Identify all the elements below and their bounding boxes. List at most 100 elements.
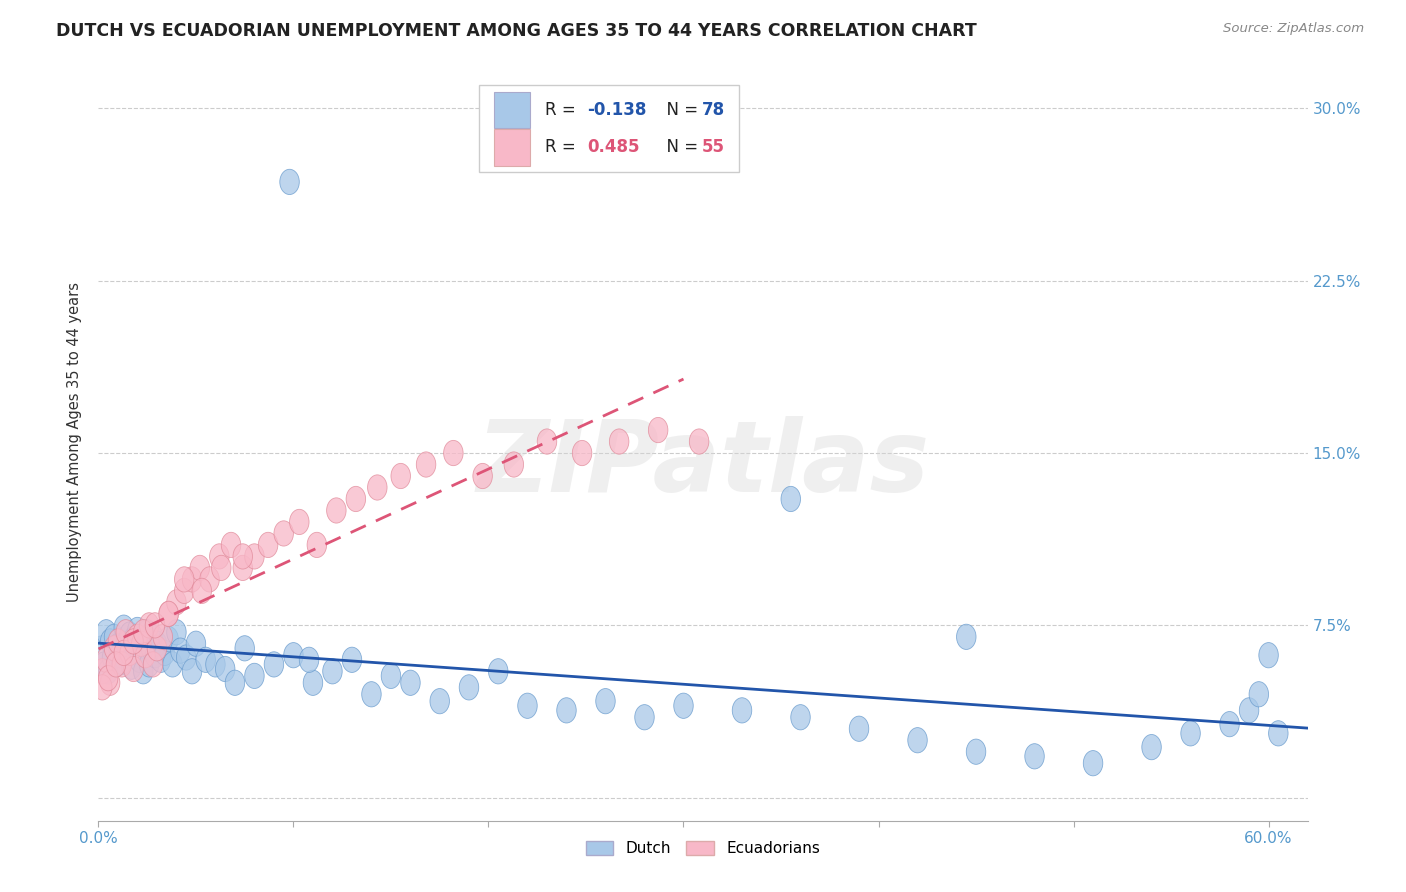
Ellipse shape <box>221 533 240 558</box>
Ellipse shape <box>97 648 115 673</box>
Ellipse shape <box>1142 734 1161 760</box>
Ellipse shape <box>142 636 160 661</box>
Ellipse shape <box>128 617 148 642</box>
Ellipse shape <box>110 642 129 668</box>
Ellipse shape <box>129 648 149 673</box>
Ellipse shape <box>120 622 139 648</box>
Ellipse shape <box>107 652 125 677</box>
Ellipse shape <box>139 613 159 638</box>
Legend: Dutch, Ecuadorians: Dutch, Ecuadorians <box>579 835 827 863</box>
Ellipse shape <box>233 555 253 581</box>
Ellipse shape <box>108 633 128 658</box>
Ellipse shape <box>145 642 165 668</box>
Ellipse shape <box>186 632 205 657</box>
Ellipse shape <box>155 640 174 665</box>
Ellipse shape <box>124 629 143 654</box>
Ellipse shape <box>120 640 139 665</box>
Ellipse shape <box>245 664 264 689</box>
Ellipse shape <box>135 633 155 658</box>
Ellipse shape <box>138 620 157 645</box>
Ellipse shape <box>153 624 173 649</box>
Ellipse shape <box>114 640 134 665</box>
Ellipse shape <box>174 566 194 592</box>
Ellipse shape <box>209 544 229 569</box>
Ellipse shape <box>124 626 143 652</box>
Text: ZIPatlas: ZIPatlas <box>477 416 929 513</box>
Ellipse shape <box>167 620 186 645</box>
Ellipse shape <box>112 652 132 677</box>
Text: R =: R = <box>544 138 581 156</box>
Text: N =: N = <box>655 138 703 156</box>
Ellipse shape <box>307 533 326 558</box>
Ellipse shape <box>505 452 523 477</box>
Ellipse shape <box>159 626 179 652</box>
Ellipse shape <box>135 642 155 668</box>
Ellipse shape <box>381 664 401 689</box>
Ellipse shape <box>94 652 114 677</box>
Ellipse shape <box>176 645 195 670</box>
Ellipse shape <box>114 615 134 640</box>
Ellipse shape <box>128 624 148 649</box>
Ellipse shape <box>150 648 170 673</box>
Ellipse shape <box>134 658 153 684</box>
Ellipse shape <box>112 649 132 674</box>
Ellipse shape <box>132 632 150 657</box>
Ellipse shape <box>93 674 112 700</box>
Text: 0.485: 0.485 <box>586 138 640 156</box>
Ellipse shape <box>233 544 253 569</box>
FancyBboxPatch shape <box>494 129 530 166</box>
Ellipse shape <box>245 544 264 569</box>
Ellipse shape <box>1220 712 1239 737</box>
Text: R =: R = <box>544 101 581 120</box>
Ellipse shape <box>790 705 810 730</box>
Ellipse shape <box>572 441 592 466</box>
Ellipse shape <box>108 629 128 654</box>
Text: 55: 55 <box>702 138 724 156</box>
Ellipse shape <box>401 670 420 696</box>
Ellipse shape <box>98 658 118 684</box>
Ellipse shape <box>274 521 294 546</box>
Ellipse shape <box>1268 721 1288 746</box>
Ellipse shape <box>367 475 387 500</box>
Ellipse shape <box>163 652 183 677</box>
Ellipse shape <box>557 698 576 723</box>
FancyBboxPatch shape <box>494 92 530 128</box>
Ellipse shape <box>159 601 179 626</box>
Ellipse shape <box>98 665 118 690</box>
Ellipse shape <box>100 670 120 696</box>
Ellipse shape <box>115 632 135 657</box>
Text: 78: 78 <box>702 101 725 120</box>
Ellipse shape <box>193 578 211 604</box>
Ellipse shape <box>346 486 366 512</box>
Ellipse shape <box>190 555 209 581</box>
Ellipse shape <box>211 555 231 581</box>
Text: -0.138: -0.138 <box>586 101 647 120</box>
Ellipse shape <box>103 645 122 670</box>
Ellipse shape <box>304 670 323 696</box>
Ellipse shape <box>733 698 752 723</box>
Ellipse shape <box>115 620 135 645</box>
Ellipse shape <box>323 658 342 684</box>
Ellipse shape <box>167 590 186 615</box>
Ellipse shape <box>118 640 138 665</box>
Ellipse shape <box>139 652 159 677</box>
Ellipse shape <box>143 652 163 677</box>
Ellipse shape <box>299 648 319 673</box>
Ellipse shape <box>170 638 190 664</box>
Ellipse shape <box>264 652 284 677</box>
Ellipse shape <box>1181 721 1201 746</box>
Ellipse shape <box>145 613 165 638</box>
Ellipse shape <box>1249 681 1268 706</box>
Ellipse shape <box>200 566 219 592</box>
Ellipse shape <box>416 452 436 477</box>
Ellipse shape <box>1025 744 1045 769</box>
Text: Source: ZipAtlas.com: Source: ZipAtlas.com <box>1223 22 1364 36</box>
Ellipse shape <box>93 636 112 661</box>
Ellipse shape <box>673 693 693 718</box>
Ellipse shape <box>225 670 245 696</box>
Ellipse shape <box>472 463 492 489</box>
Ellipse shape <box>174 578 194 604</box>
Ellipse shape <box>361 681 381 706</box>
Ellipse shape <box>634 705 654 730</box>
Ellipse shape <box>132 629 150 654</box>
